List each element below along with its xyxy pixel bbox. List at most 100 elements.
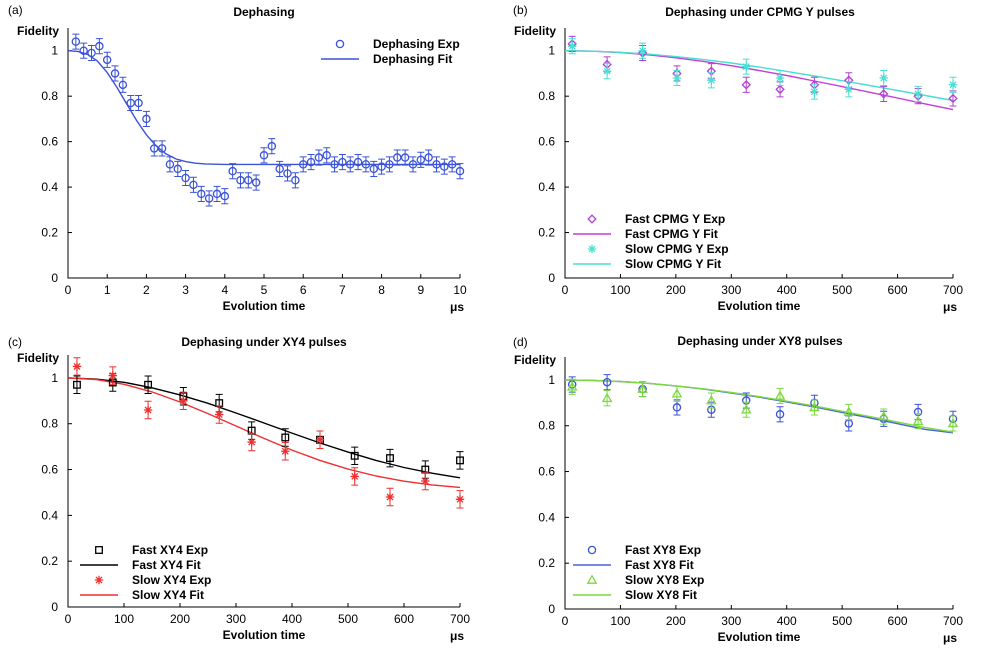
legend-label: Slow CPMG Y Exp xyxy=(625,242,729,256)
error-bar xyxy=(291,172,299,189)
data-point xyxy=(385,492,395,502)
legend-label: Fast CPMG Y Exp xyxy=(625,212,725,226)
data-point xyxy=(568,41,577,51)
data-point xyxy=(95,41,104,51)
data-point xyxy=(774,390,786,400)
data-point xyxy=(912,415,924,425)
error-bar xyxy=(244,172,252,189)
y-axis-label: Fidelity xyxy=(17,24,59,38)
data-point xyxy=(215,410,224,419)
data-point xyxy=(298,160,308,169)
data-point xyxy=(144,380,153,389)
x-tick-label: 7 xyxy=(339,283,346,297)
error-bar xyxy=(742,76,750,93)
y-tick-label: 1 xyxy=(51,44,58,58)
x-tick-label: 600 xyxy=(888,614,908,628)
error-bar xyxy=(103,51,111,68)
error-bar xyxy=(378,158,386,175)
error-bar xyxy=(119,76,127,93)
x-tick-label: 0 xyxy=(562,283,569,297)
data-point xyxy=(157,144,167,153)
x-tick-label: 400 xyxy=(282,612,302,626)
x-tick-label: 9 xyxy=(417,283,424,297)
legend-swatch xyxy=(587,545,597,555)
error-bar xyxy=(409,156,417,173)
data-point xyxy=(275,164,284,174)
x-axis-label: Evolution time xyxy=(223,628,306,642)
y-tick-label: 0.8 xyxy=(538,89,555,103)
x-axis-unit: μs xyxy=(450,300,464,314)
error-bar xyxy=(338,154,346,171)
data-point xyxy=(844,85,853,94)
data-point xyxy=(843,406,855,416)
data-point xyxy=(455,166,465,176)
error-bar xyxy=(603,374,611,391)
y-tick-label: 0.8 xyxy=(538,419,555,433)
data-point xyxy=(165,160,175,169)
chart-title: Dephasing under CPMG Y pulses xyxy=(665,5,855,19)
legend-label: Fast CPMG Y Fit xyxy=(625,227,718,241)
y-tick-label: 0.2 xyxy=(538,556,555,570)
error-bar xyxy=(150,140,158,157)
error-bar xyxy=(205,190,213,207)
data-point xyxy=(602,377,612,387)
error-bar xyxy=(346,156,354,173)
error-bar xyxy=(776,406,784,423)
y-tick-label: 1 xyxy=(51,371,58,385)
error-bar xyxy=(456,163,464,180)
series-line xyxy=(564,50,954,111)
x-tick-label: 700 xyxy=(943,283,963,297)
error-bar xyxy=(284,165,292,182)
x-tick-label: 6 xyxy=(300,283,307,297)
error-bar xyxy=(158,140,166,157)
error-bar xyxy=(351,446,359,466)
data-point xyxy=(102,55,112,65)
data-point xyxy=(110,69,120,78)
data-point xyxy=(775,84,785,95)
chart-panel-1: 0 1 2 3 4 5 6 7 8 9 10 0 0.2 0.4 0.6 0.8 1 (a) Dephasing Fi… xyxy=(8,3,467,314)
data-point xyxy=(740,404,752,414)
data-point xyxy=(330,160,339,169)
data-point xyxy=(315,435,325,444)
y-tick-label: 1 xyxy=(548,44,555,58)
data-point xyxy=(267,141,277,151)
error-bar xyxy=(268,138,276,155)
data-point xyxy=(416,155,426,165)
series-points xyxy=(72,357,465,509)
error-bar xyxy=(425,149,433,166)
legend-swatch xyxy=(94,575,104,585)
data-point xyxy=(671,388,683,398)
y-tick-label: 0.2 xyxy=(41,554,58,568)
data-point xyxy=(879,73,888,83)
x-tick-label: 3 xyxy=(182,283,189,297)
error-bar xyxy=(401,149,409,166)
x-tick-label: 500 xyxy=(338,612,358,626)
data-point xyxy=(181,173,190,183)
data-point xyxy=(741,80,751,90)
error-bar xyxy=(213,185,221,202)
data-point xyxy=(775,410,785,419)
y-axis-label: Fidelity xyxy=(514,353,556,367)
data-point xyxy=(228,166,237,176)
error-bar xyxy=(323,147,331,164)
data-point xyxy=(283,169,292,178)
data-point xyxy=(947,417,959,428)
data-point xyxy=(878,89,889,99)
error-bar xyxy=(949,90,957,107)
x-axis-unit: μs xyxy=(450,629,464,643)
data-point xyxy=(142,114,151,124)
error-bar xyxy=(142,110,150,127)
error-bar xyxy=(166,156,174,173)
data-point xyxy=(197,189,206,199)
x-tick-label: 1 xyxy=(104,283,111,297)
series-points xyxy=(568,38,958,102)
series-line xyxy=(67,377,461,489)
data-point xyxy=(421,476,430,486)
x-axis-label: Evolution time xyxy=(718,299,801,313)
x-tick-label: 10 xyxy=(453,283,467,297)
error-bar xyxy=(252,174,260,191)
data-point xyxy=(79,46,88,55)
data-point xyxy=(179,396,188,406)
data-point xyxy=(810,87,819,96)
